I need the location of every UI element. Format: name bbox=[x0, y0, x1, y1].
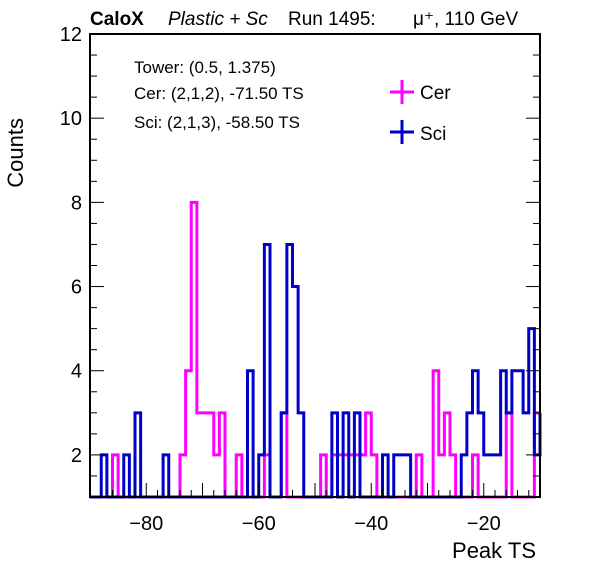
info-box bbox=[128, 52, 394, 147]
y-tick-label: 6 bbox=[71, 277, 82, 299]
x-tick-label: −40 bbox=[354, 513, 388, 535]
x-tick-label: −60 bbox=[242, 513, 276, 535]
info-tower: Tower: (0.5, 1.375) bbox=[134, 58, 276, 77]
y-tick-label: 8 bbox=[71, 192, 82, 214]
series-cer-line bbox=[90, 200, 540, 499]
legend-label-sci: Sci bbox=[420, 124, 446, 145]
info-cer: Cer: (2,1,2), -71.50 TS bbox=[134, 84, 304, 103]
header-config: Plastic + Sc bbox=[168, 9, 268, 30]
plot-area: −80 −60 −40 −20 2 4 6 8 10 12 bbox=[60, 24, 542, 535]
info-sci: Sci: (2,1,3), -58.50 TS bbox=[134, 113, 300, 132]
tick-label-layer: −80 −60 −40 −20 2 4 6 8 10 12 bbox=[60, 24, 501, 535]
legend-marker-sci bbox=[390, 120, 414, 144]
legend-label-cer: Cer bbox=[420, 83, 451, 104]
x-tick-label: −20 bbox=[467, 513, 501, 535]
y-tick-label: 2 bbox=[71, 445, 82, 467]
header-beam: μ⁺, 110 GeV bbox=[413, 9, 518, 30]
x-tick-label: −80 bbox=[129, 513, 163, 535]
y-axis-title: Counts bbox=[3, 118, 28, 188]
y-tick-label: 10 bbox=[60, 108, 82, 130]
y-tick-label: 12 bbox=[60, 24, 82, 46]
legend-marker-cer bbox=[390, 80, 414, 104]
header-experiment: CaloX bbox=[90, 9, 144, 30]
y-tick-label: 4 bbox=[71, 361, 82, 383]
x-axis-title: Peak TS bbox=[452, 538, 536, 563]
header-run: Run 1495: bbox=[288, 9, 376, 30]
legend: Cer Sci bbox=[390, 80, 451, 145]
tick-layer bbox=[89, 33, 541, 498]
